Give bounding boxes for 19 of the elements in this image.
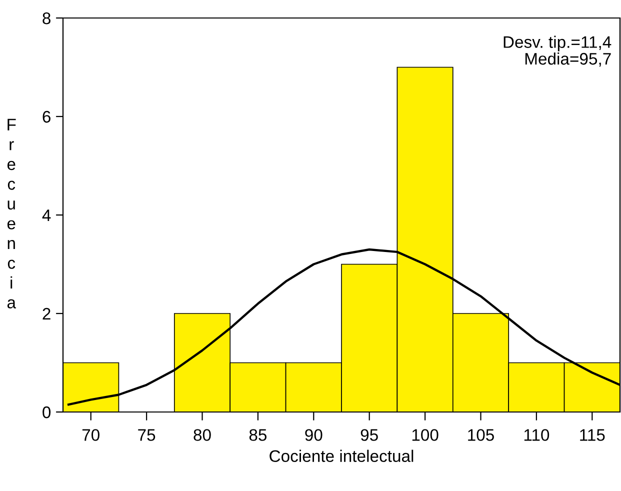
x-tick-label: 95 (360, 429, 378, 441)
annotation: Desv. tip.=11,4 (504, 36, 612, 52)
x-tick-label: 90 (305, 429, 322, 441)
x-axis-title: Cociente intelectual (270, 450, 414, 462)
y-tick-label: 6 (42, 110, 50, 123)
annotation: Media=95,7 (525, 52, 611, 67)
x-tick-label: 100 (412, 429, 438, 441)
x-tick-label: 110 (524, 429, 550, 441)
y-tick-label: 8 (42, 12, 50, 24)
x-tick-label: 115 (580, 429, 605, 441)
text: Frecuencia (7, 118, 16, 308)
y-tick-label: 4 (42, 210, 51, 222)
y-tick-label: 0 (42, 406, 51, 418)
x-tick-label: 85 (249, 429, 267, 441)
x-tick-label: 70 (82, 429, 100, 441)
x-tick-label: 75 (138, 429, 156, 441)
x-tick-label: 80 (194, 429, 211, 441)
x-tick-label: 105 (468, 429, 494, 441)
y-tick-label: 2 (42, 308, 50, 320)
